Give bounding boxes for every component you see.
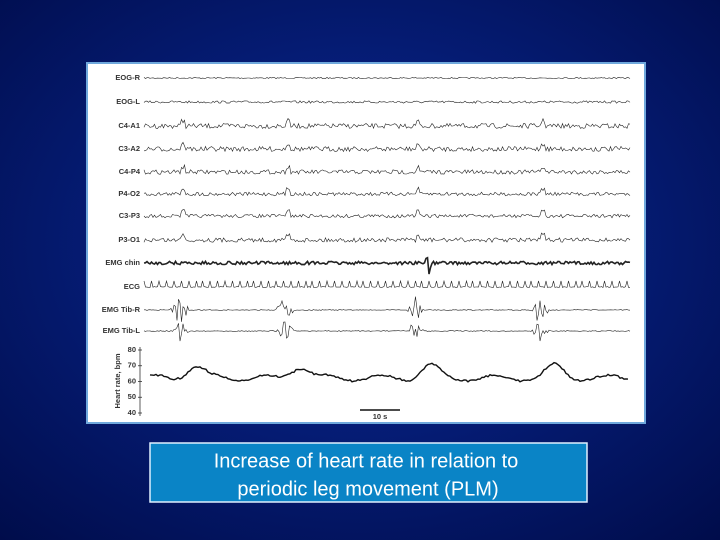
channel-label: C4-A1 <box>118 121 140 130</box>
signal-trace <box>143 163 631 176</box>
signal-trace <box>143 256 631 275</box>
channel-label: C3-A2 <box>118 144 140 153</box>
tick-label: 80 <box>128 345 136 354</box>
figure-panel <box>86 62 646 424</box>
signal-trace <box>143 209 631 219</box>
channel-label: P4-O2 <box>118 189 140 198</box>
tick-label: 60 <box>128 376 136 385</box>
channel-label: P3-O1 <box>118 235 140 244</box>
signal-trace <box>144 296 631 322</box>
signal-trace <box>143 232 631 244</box>
channel-label: EOG-R <box>115 73 140 82</box>
caption-line: Increase of heart rate in relation to <box>214 450 519 472</box>
signal-trace <box>143 77 631 79</box>
channel-label: EOG-L <box>116 97 140 106</box>
signal-trace <box>143 141 631 153</box>
axis-label: Heart rate, bpm <box>113 353 122 408</box>
channel-label: ECG <box>124 282 140 291</box>
channel-label: EMG Tib-R <box>102 305 141 314</box>
tick-label: 70 <box>128 361 136 370</box>
channel-label: C3-P3 <box>119 211 140 220</box>
scale-label: 10 s <box>373 412 388 421</box>
channel-label: EMG Tib-L <box>103 326 141 335</box>
tick-label: 50 <box>128 392 136 401</box>
labels: EOG-R EOG-L C4-A1 C3-A2 C4-P4 P4-O2 C3-P3 P3-O1… <box>102 73 388 421</box>
heart-rate-trace <box>149 361 629 383</box>
channel-label: EMG chin <box>105 258 140 267</box>
signal-trace <box>143 100 631 104</box>
caption-box <box>149 442 588 503</box>
tick-label: 40 <box>128 408 136 417</box>
channel-label: C4-P4 <box>119 167 141 176</box>
signal-trace <box>143 279 630 288</box>
signal-trace <box>143 321 631 342</box>
caption-line: periodic leg movement (PLM) <box>237 478 498 500</box>
signal-trace <box>143 186 631 197</box>
traces <box>138 77 631 416</box>
signal-trace <box>143 117 631 130</box>
